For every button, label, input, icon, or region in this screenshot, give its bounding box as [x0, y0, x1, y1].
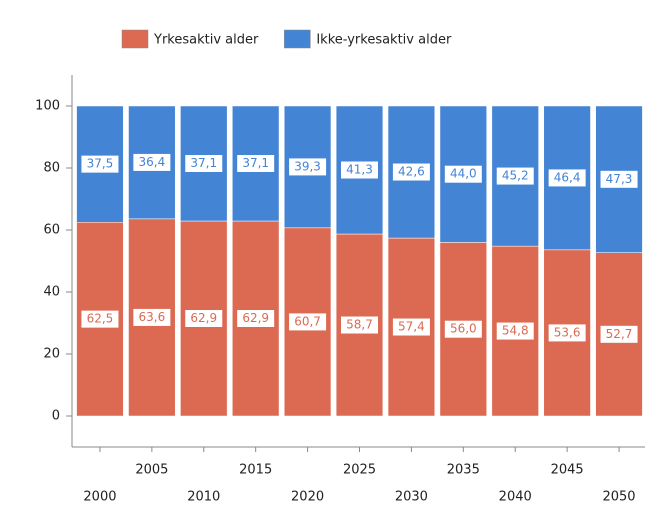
value-label-box [236, 154, 276, 174]
value-label: 46,4 [554, 170, 581, 184]
value-label: 62,9 [242, 311, 269, 325]
x-tick-label: 2010 [187, 490, 220, 505]
value-label-box [184, 154, 224, 174]
legend-swatch [284, 29, 311, 49]
value-label: 37,5 [87, 157, 114, 171]
value-label: 54,8 [502, 324, 529, 338]
value-label: 37,1 [190, 156, 217, 170]
value-label: 63,6 [139, 310, 166, 324]
x-tick-label: 2005 [135, 463, 168, 478]
value-label-box [80, 154, 120, 174]
x-tick-label: 2025 [343, 463, 376, 478]
value-label-box [547, 168, 587, 188]
legend-swatch [121, 29, 149, 49]
value-label-box [443, 164, 483, 184]
value-label: 36,4 [139, 155, 166, 169]
value-label: 45,2 [502, 169, 529, 183]
value-label-box [288, 157, 328, 177]
value-label-box [184, 309, 224, 329]
value-label-box [288, 312, 328, 332]
x-tick-label: 2040 [499, 490, 532, 505]
value-label: 60,7 [294, 314, 321, 328]
x-tick-label: 2045 [551, 463, 584, 478]
x-tick-label: 2035 [447, 463, 480, 478]
value-label-box [495, 166, 535, 186]
value-label-box [391, 317, 431, 337]
value-label-box [599, 169, 639, 189]
value-label-box [443, 319, 483, 339]
value-label-box [132, 307, 172, 327]
x-tick-label: 2015 [239, 463, 272, 478]
value-label: 41,3 [346, 163, 373, 177]
value-label-box [132, 152, 172, 172]
value-label: 52,7 [606, 327, 633, 341]
value-label: 57,4 [398, 320, 425, 334]
y-tick-label: 0 [52, 409, 60, 424]
y-tick-label: 100 [35, 99, 60, 114]
legend-label: Yrkesaktiv alder [153, 33, 259, 48]
value-label-box [547, 323, 587, 343]
value-label: 53,6 [554, 325, 581, 339]
value-label-box [599, 324, 639, 344]
x-tick-label: 2030 [395, 490, 428, 505]
y-tick-label: 40 [43, 285, 60, 300]
value-label: 58,7 [346, 318, 373, 332]
y-tick-label: 60 [43, 223, 60, 238]
value-label: 39,3 [294, 159, 321, 173]
value-label: 47,3 [606, 172, 633, 186]
value-label-box [80, 309, 120, 329]
value-label: 42,6 [398, 165, 425, 179]
value-label: 56,0 [450, 322, 477, 336]
value-label-box [236, 309, 276, 329]
value-label-box [391, 162, 431, 182]
y-tick-label: 80 [43, 161, 60, 176]
x-tick-label: 2000 [83, 490, 116, 505]
y-tick-label: 20 [43, 347, 60, 362]
x-tick-label: 2050 [602, 490, 635, 505]
value-label: 37,1 [242, 156, 269, 170]
value-label-box [340, 160, 379, 180]
value-label: 62,5 [87, 312, 114, 326]
x-tick-label: 2020 [291, 490, 324, 505]
value-label: 62,9 [190, 311, 217, 325]
value-label-box [340, 315, 379, 335]
legend-label: Ikke-yrkesaktiv alder [316, 33, 452, 48]
value-label-box [495, 321, 535, 341]
value-label: 44,0 [450, 167, 477, 181]
